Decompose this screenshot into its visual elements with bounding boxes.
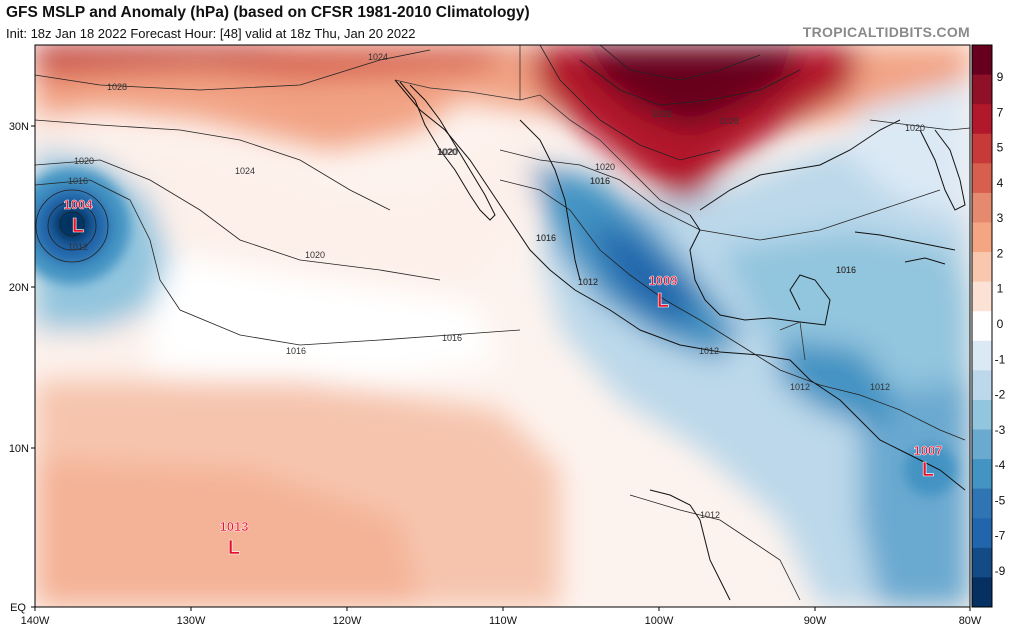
isobars: [35, 45, 970, 601]
isobar-label: 1012: [68, 242, 88, 252]
low-centers: 1004 L 1009 L 1007 L 1013 L: [63, 197, 943, 560]
lon-tick-label: 100W: [645, 615, 674, 627]
colorbar-swatch: [972, 45, 992, 76]
low-symbol: L: [657, 290, 669, 312]
colorbar-label: -9: [995, 564, 1006, 578]
low-pressure-value: 1007: [914, 443, 943, 458]
borders: [394, 45, 806, 361]
colorbar-label: 7: [997, 105, 1004, 119]
isobar-label: 1016: [536, 233, 556, 243]
isobar-label: 1024: [235, 166, 255, 176]
map-subtitle: Init: 18z Jan 18 2022 Forecast Hour: [48…: [6, 26, 416, 41]
isobar-label: 1020: [74, 156, 94, 166]
low-center-mexico: 1009 L: [648, 273, 678, 313]
isobar-label: 1016: [836, 265, 856, 275]
low-symbol: L: [228, 537, 240, 559]
isobar-label: 1016: [536, 233, 556, 243]
low-pressure-value: 1013: [220, 519, 249, 534]
isobar-label: 1016: [286, 346, 306, 356]
lat-tick-label: 30N: [9, 121, 29, 133]
lat-tick-label: 20N: [9, 282, 29, 294]
colorbar-label: -7: [995, 529, 1006, 543]
colorbar-swatch: [972, 399, 992, 431]
isobar-label: 1016: [68, 176, 88, 186]
colorbar-label: -3: [995, 423, 1006, 437]
colorbar-swatch: [972, 488, 992, 519]
isobar-label: 1024: [368, 52, 388, 62]
colorbar-swatch: [972, 192, 992, 223]
isobar-label: 1020: [437, 147, 457, 157]
colorbar-label: 9: [997, 70, 1004, 84]
isobar-labels: 1028 1024 1020 1016 1012 1024 1020 1016 …: [68, 52, 925, 520]
colorbar-label: -2: [995, 388, 1006, 402]
isobar-label: 1028: [719, 116, 739, 126]
colorbar-swatch: [972, 163, 992, 194]
anomaly-field: [35, 45, 970, 607]
colorbar-swatch: [972, 577, 992, 608]
low-symbol: L: [922, 459, 934, 481]
lat-tick-label: EQ: [10, 602, 26, 614]
lon-tick-label: 90W: [804, 615, 827, 627]
isobar-label: 1020: [438, 147, 458, 157]
isobar-label: 1012: [870, 382, 890, 392]
colorbar-swatch: [972, 281, 992, 312]
map-title: GFS MSLP and Anomaly (hPa) (based on CFS…: [6, 4, 530, 21]
colorbar-label: -1: [995, 352, 1006, 366]
colorbar-label: -5: [995, 493, 1006, 507]
colorbar-frame: [971, 44, 993, 608]
latitude-axis: 30N 20N 10N EQ: [9, 121, 35, 614]
colorbar-swatch: [972, 459, 992, 490]
colorbar-swatch: [972, 311, 992, 342]
colorbar: 9 7 5 4 3 2 1 0 -1 -2 -3 -4 -5 -7 -9: [971, 44, 1006, 608]
longitude-axis: 140W 130W 120W 110W 100W 90W 80W: [21, 607, 982, 627]
lon-tick-label: 120W: [333, 615, 362, 627]
low-pressure-value: 1009: [649, 273, 678, 288]
lon-tick-label: 110W: [489, 615, 518, 627]
colorbar-swatch: [972, 104, 992, 135]
colorbar-label: 5: [997, 141, 1004, 155]
low-pressure-value: 1004: [64, 197, 94, 212]
isobar-label: 1032: [652, 109, 672, 119]
lon-tick-label: 80W: [959, 615, 982, 627]
isobar-label: 1012: [700, 510, 720, 520]
isobar-label: 1012: [578, 277, 598, 287]
colorbar-label: 0: [997, 317, 1004, 331]
isobar-label: 1012: [578, 277, 598, 287]
colorbar-swatch: [972, 133, 992, 164]
colorbar-label: 1: [997, 282, 1004, 296]
isobar-label: 1020: [595, 162, 615, 172]
low-center-equatorial: 1013 L: [219, 519, 249, 560]
colorbar-swatch: [972, 370, 992, 401]
isobar-label: 1020: [905, 123, 925, 133]
isobar-label: 1016: [442, 333, 462, 343]
colorbar-label: 4: [997, 176, 1004, 190]
low-center-western: 1004 L: [63, 197, 94, 238]
low-center-central-america: 1007 L: [913, 443, 943, 482]
colorbar-swatch: [972, 518, 992, 549]
colorbar-label: -4: [995, 458, 1006, 472]
colorbar-swatch: [972, 429, 992, 460]
isobar-label: 1016: [590, 176, 610, 186]
isobar-label: 1012: [699, 346, 719, 356]
colorbar-swatch: [972, 547, 992, 578]
lon-tick-label: 140W: [21, 615, 50, 627]
isobar-label: 1016: [590, 176, 610, 186]
colorbar-label: 2: [997, 246, 1004, 260]
colorbar-swatch: [972, 222, 992, 253]
isobar-label: 1020: [305, 250, 325, 260]
isobar-label: 1028: [107, 82, 127, 92]
low-symbol: L: [72, 215, 84, 237]
colorbar-swatch: [972, 252, 992, 283]
lon-tick-label: 130W: [177, 615, 206, 627]
coastlines: [394, 79, 966, 601]
source-credit: TROPICALTIDBITS.COM: [802, 24, 970, 40]
isobar-label: 1012: [790, 382, 810, 392]
isobar-label: 1016: [836, 265, 856, 275]
colorbar-label: 3: [997, 211, 1004, 225]
colorbar-swatch: [972, 340, 992, 371]
colorbar-swatch: [972, 74, 992, 105]
lat-tick-label: 10N: [9, 443, 29, 455]
